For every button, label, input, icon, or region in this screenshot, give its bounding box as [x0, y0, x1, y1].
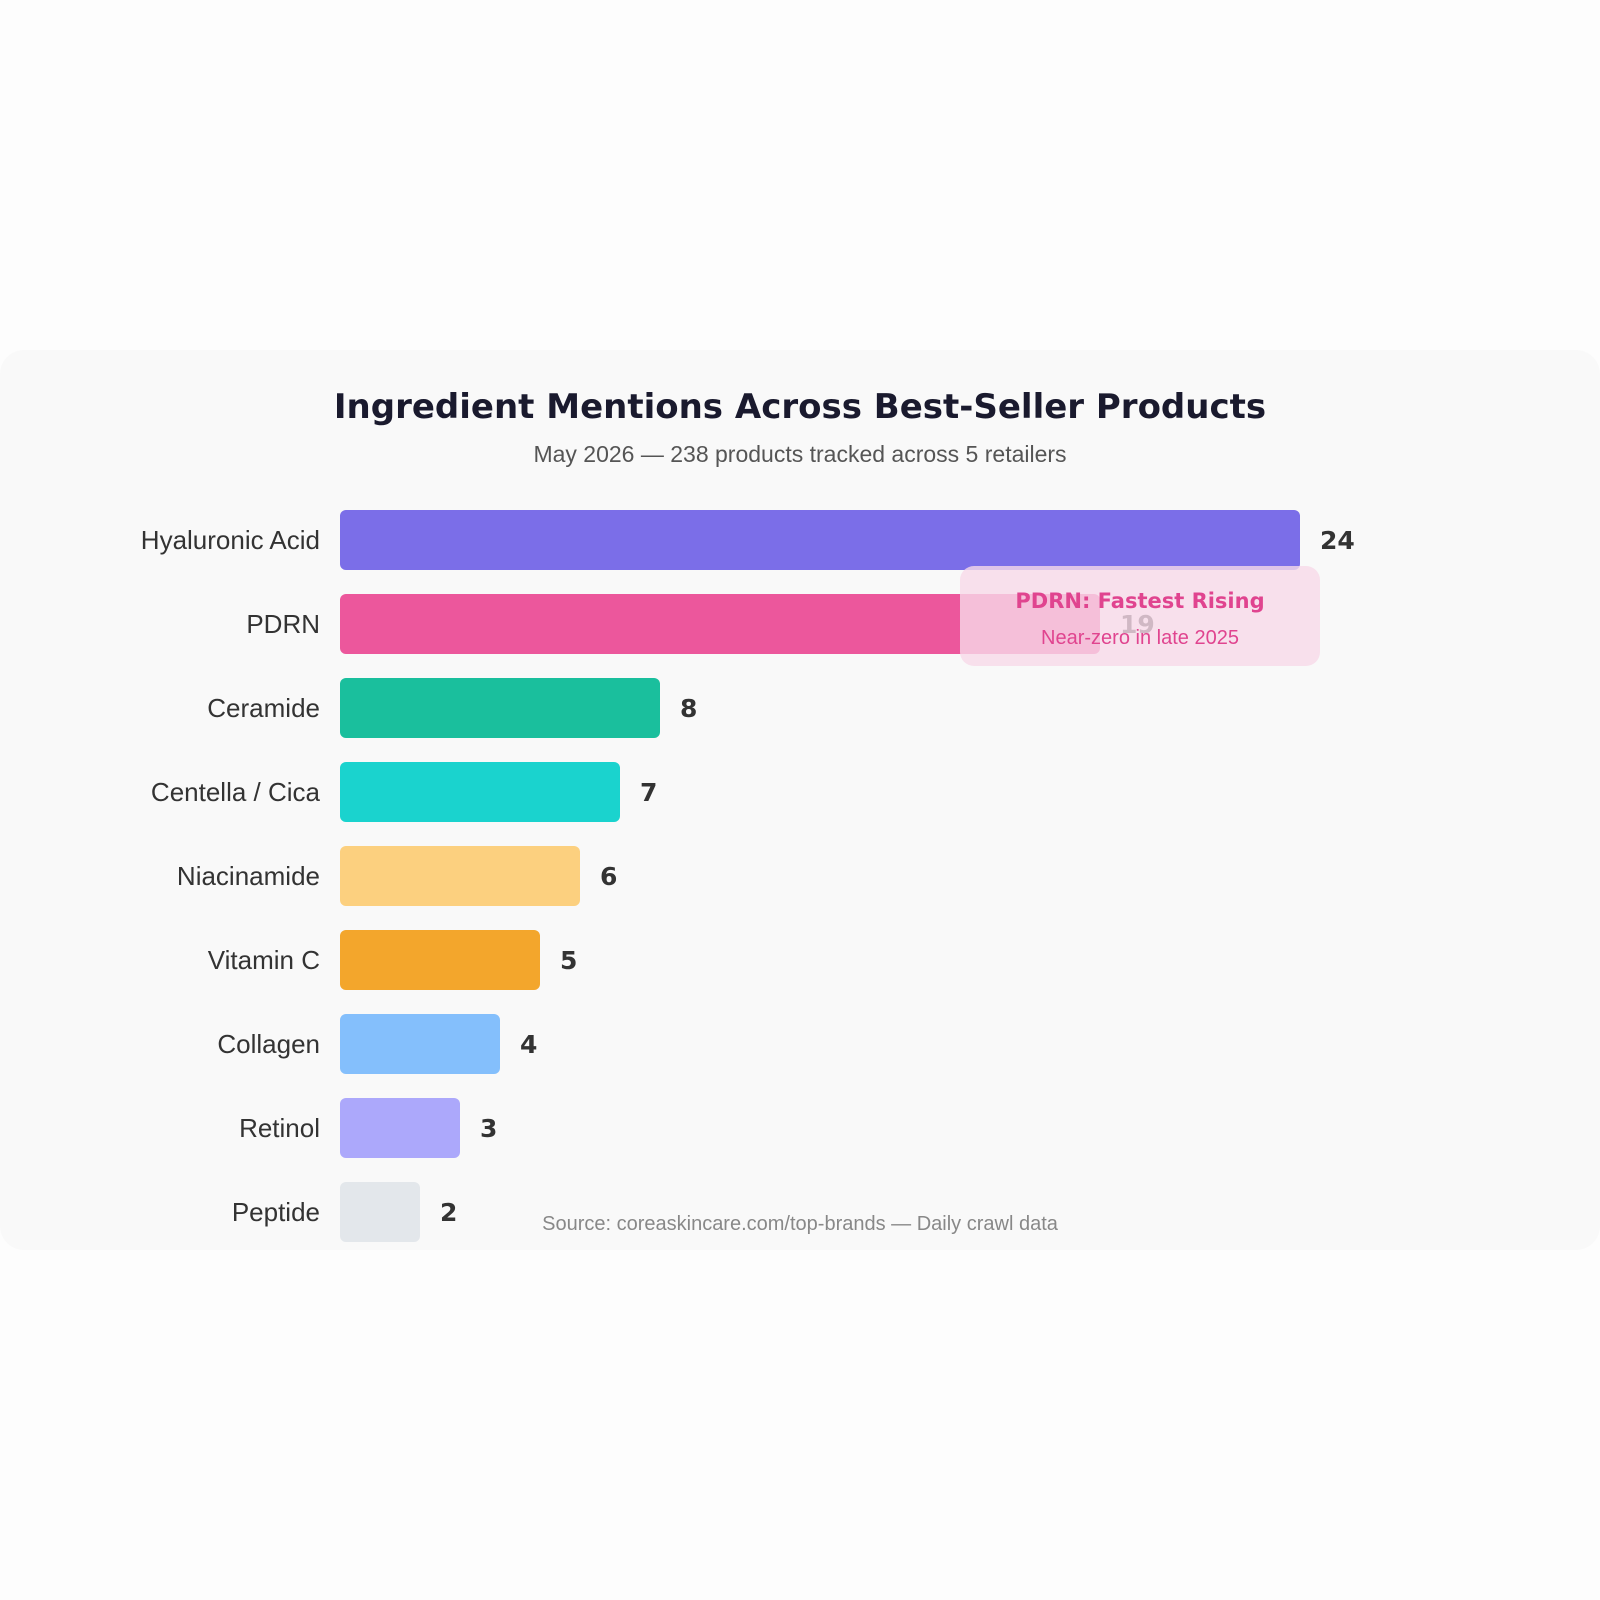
value-label: 6 [600, 862, 617, 891]
value-label: 8 [680, 694, 697, 723]
bar [340, 1098, 460, 1158]
bar [340, 1014, 500, 1074]
bar [340, 594, 1100, 654]
category-label: Retinol [239, 1113, 320, 1143]
category-label: Vitamin C [208, 945, 320, 975]
value-label: 5 [560, 946, 577, 975]
category-label: Niacinamide [177, 861, 320, 891]
bar [340, 678, 660, 738]
category-label: PDRN [246, 609, 320, 639]
source-note: Source: coreaskincare.com/top-brands — D… [542, 1213, 1059, 1235]
annotation-background [960, 566, 1320, 666]
bar [340, 762, 620, 822]
bar [340, 510, 1300, 570]
annotation-title: PDRN: Fastest Rising [1015, 589, 1264, 613]
value-label: 7 [640, 778, 657, 807]
chart-title: Ingredient Mentions Across Best-Seller P… [334, 387, 1266, 427]
bars-group: Hyaluronic Acid24PDRN19Ceramide8Centella… [141, 510, 1355, 1242]
value-label: 3 [480, 1114, 497, 1143]
category-label: Hyaluronic Acid [141, 525, 320, 555]
category-label: Peptide [232, 1197, 320, 1227]
category-label: Ceramide [207, 693, 320, 723]
chart-subtitle: May 2026 — 238 products tracked across 5… [533, 441, 1066, 467]
chart-card: Ingredient Mentions Across Best-Seller P… [0, 350, 1600, 1250]
annotation-subtitle: Near-zero in late 2025 [1041, 627, 1239, 649]
category-label: Centella / Cica [151, 777, 321, 807]
bar [340, 1182, 420, 1242]
bar [340, 930, 540, 990]
bar [340, 846, 580, 906]
annotation-callout: PDRN: Fastest Rising Near-zero in late 2… [960, 566, 1320, 666]
value-label: 4 [520, 1030, 537, 1059]
category-label: Collagen [217, 1029, 320, 1059]
value-label: 24 [1320, 526, 1355, 555]
bar-chart: Ingredient Mentions Across Best-Seller P… [141, 387, 1355, 1242]
value-label: 2 [440, 1198, 457, 1227]
